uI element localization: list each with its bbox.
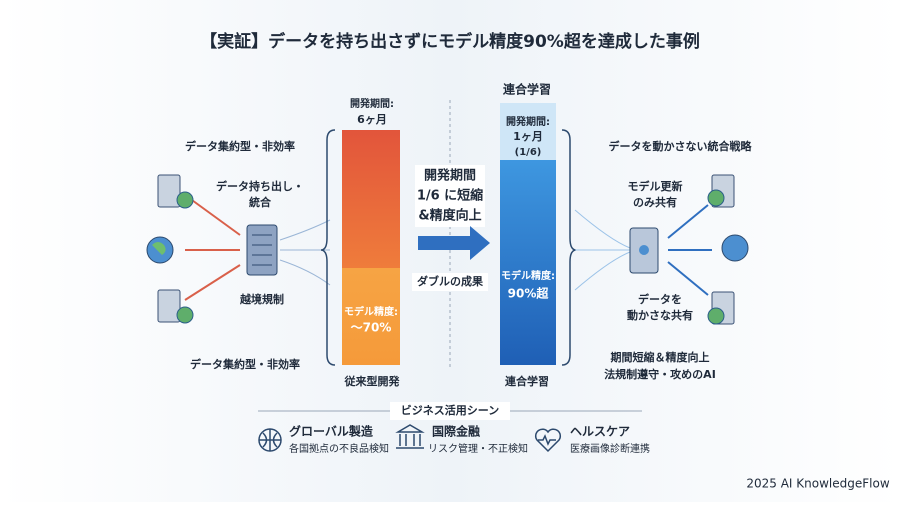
heading: 連合学習 [503,82,551,97]
label: データを [638,292,682,306]
use-case-desc: リスク管理・不正検知 [428,442,528,455]
label-bg [415,165,485,227]
brace [320,129,336,366]
arrow [418,226,490,260]
label-bg [390,402,510,420]
label: 開発期間: [350,97,394,110]
footer: 2025 AI KnowledgeFlow [746,477,889,491]
use-case-title: 国際金融 [432,424,480,439]
label: 動かさな共有 [627,308,693,322]
right-icons [574,174,749,325]
use-case-heading: ビジネス活用シーン [401,403,499,417]
benefit: 期間短縮＆精度向上 [611,350,710,364]
benefit: 法規制遵守・攻めのAI [604,367,716,381]
note: データを動かさない統合戦略 [609,139,753,153]
summary: ダブルの成果 [417,274,483,288]
note: データ集約型・非効率 [185,139,295,153]
label: モデル精度: [344,305,398,318]
title: 【実証】データを持ち出さずにモデル精度90%超を達成した事例 [200,31,700,52]
left-icons [146,174,331,324]
label: のみ共有 [633,195,677,209]
label: モデル更新 [628,179,683,193]
label-bg [412,273,488,291]
result: 1/6 に短縮 [417,188,483,204]
label: 開発期間: [506,115,550,128]
label: データ持ち出し・ [216,179,304,193]
label: 越境規制 [239,292,284,306]
result: 開発期間 [424,168,476,184]
bar-segment [342,130,400,268]
note: データ集約型・非効率 [190,357,300,371]
label: 統合 [249,195,272,209]
label: モデル精度: [501,269,555,282]
label: 従来型開発 [344,374,401,388]
use-case-desc: 医療画像診断連携 [570,442,650,455]
use-case-desc: 各国拠点の不良品検知 [289,442,389,455]
use-case-title: ヘルスケア [570,425,630,439]
bar-segment [500,160,556,365]
bar-segment [342,268,400,365]
label: 1ヶ月 [513,130,543,143]
label: 6ヶ月 [357,113,387,126]
result: &精度向上 [418,208,481,224]
label: (1/6) [515,147,542,158]
label: 〜70% [351,321,392,335]
bar-segment [500,103,556,160]
label: 連合学習 [505,374,549,388]
use-case-icons [258,424,562,453]
label: 90%超 [508,286,550,301]
use-case-title: グローバル製造 [289,424,374,439]
